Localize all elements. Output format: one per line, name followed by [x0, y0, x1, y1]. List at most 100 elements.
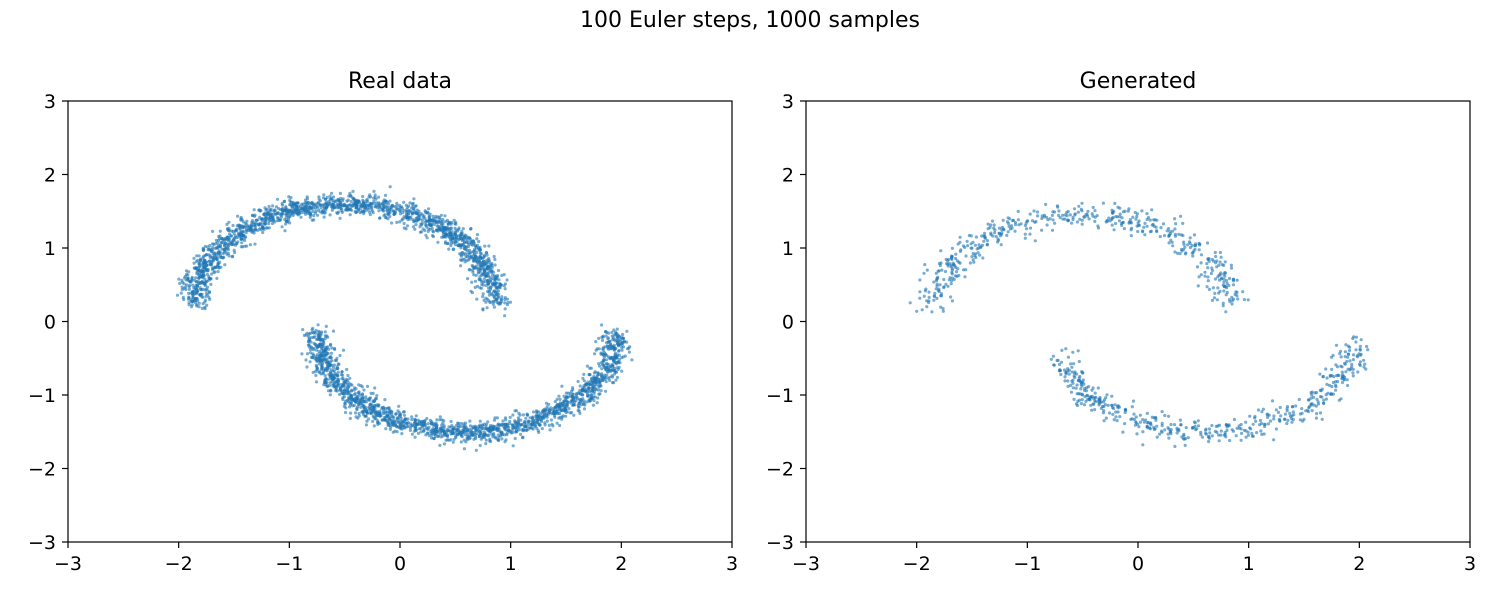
- scatter-point: [233, 250, 237, 255]
- scatter-point: [225, 252, 229, 256]
- scatter-point: [942, 285, 946, 290]
- scatter-point: [1179, 214, 1183, 218]
- scatter-point: [490, 292, 494, 296]
- scatter-point: [1217, 433, 1221, 437]
- scatter-point: [1122, 227, 1126, 231]
- scatter-point: [514, 421, 518, 425]
- scatter-point: [925, 305, 929, 309]
- scatter-point: [1169, 422, 1173, 427]
- scatter-point: [379, 414, 383, 418]
- scatter-point: [1083, 386, 1087, 391]
- scatter-point: [1167, 414, 1171, 418]
- scatter-point: [474, 448, 478, 452]
- scatter-point: [414, 428, 418, 432]
- scatter-point: [427, 215, 431, 219]
- scatter-point: [486, 258, 490, 262]
- scatter-point: [449, 419, 453, 424]
- scatter-point: [1154, 416, 1158, 420]
- scatter-point: [1069, 362, 1073, 366]
- scatter-point: [426, 229, 430, 233]
- scatter-point: [243, 221, 247, 225]
- scatter-point: [215, 276, 219, 280]
- scatter-point: [320, 338, 324, 342]
- scatter-point: [1115, 215, 1120, 219]
- scatter-point: [1318, 372, 1322, 376]
- scatter-point: [564, 414, 568, 418]
- scatter-point: [998, 234, 1003, 238]
- scatter-point: [573, 403, 577, 407]
- scatter-point: [1093, 398, 1097, 403]
- scatter-point: [588, 398, 592, 402]
- scatter-point: [1203, 274, 1207, 278]
- scatter-point: [329, 374, 333, 378]
- scatter-point: [284, 222, 288, 226]
- scatter-point: [620, 348, 624, 352]
- scatter-point: [432, 428, 436, 433]
- scatter-point: [240, 241, 244, 245]
- scatter-point: [1051, 210, 1055, 214]
- scatter-point: [359, 400, 363, 404]
- scatter-point: [1143, 233, 1147, 237]
- scatter-point: [1171, 229, 1175, 233]
- scatter-point: [1071, 386, 1075, 390]
- scatter-point: [188, 283, 192, 288]
- scatter-point: [1141, 418, 1145, 422]
- scatter-point: [503, 282, 507, 286]
- scatter-point: [1221, 301, 1225, 305]
- scatter-point: [211, 256, 215, 260]
- scatter-point: [414, 414, 418, 418]
- scatter-point: [1332, 375, 1336, 379]
- scatter-point: [497, 423, 502, 427]
- scatter-point: [1066, 355, 1070, 359]
- scatter-point: [568, 411, 572, 415]
- scatter-point: [1366, 348, 1370, 352]
- scatter-point: [612, 343, 617, 347]
- scatter-point: [600, 323, 604, 327]
- scatter-point: [213, 270, 217, 274]
- scatter-point: [591, 380, 596, 384]
- scatter-point: [476, 262, 480, 266]
- scatter-point: [1040, 228, 1044, 232]
- scatter-point: [1315, 397, 1319, 401]
- scatter-point: [360, 392, 364, 396]
- scatter-point: [1278, 405, 1282, 410]
- scatter-point: [449, 438, 453, 442]
- scatter-point: [999, 243, 1003, 247]
- scatter-point: [939, 305, 943, 309]
- scatter-point: [344, 406, 348, 410]
- scatter-point: [1129, 228, 1133, 232]
- scatter-point: [1072, 397, 1076, 401]
- scatter-point: [484, 442, 488, 446]
- scatter-point: [970, 246, 974, 250]
- scatter-point: [1314, 416, 1318, 420]
- scatter-point: [1160, 410, 1164, 414]
- scatter-point: [318, 203, 322, 207]
- scatter-point: [197, 262, 201, 266]
- scatter-point: [339, 372, 344, 377]
- scatter-point: [208, 255, 212, 260]
- scatter-point: [483, 244, 487, 248]
- scatter-point: [348, 416, 352, 421]
- scatter-point: [1169, 432, 1173, 436]
- scatter-point: [462, 447, 466, 451]
- scatter-point: [518, 413, 522, 417]
- scatter-point: [1239, 438, 1243, 442]
- scatter-point: [1351, 367, 1355, 371]
- scatter-point: [1138, 420, 1142, 424]
- scatter-point: [474, 273, 478, 277]
- scatter-point: [1073, 213, 1077, 217]
- scatter-point: [275, 211, 279, 215]
- scatter-point: [1199, 253, 1204, 257]
- scatter-point: [320, 211, 324, 215]
- scatter-point: [192, 266, 196, 270]
- scatter-point: [266, 210, 270, 214]
- scatter-point: [1072, 207, 1077, 211]
- scatter-point: [1123, 422, 1127, 426]
- scatter-point: [922, 294, 926, 298]
- scatter-point: [1175, 428, 1179, 432]
- scatter-point: [950, 279, 954, 283]
- scatter-point: [251, 221, 255, 225]
- scatter-point: [434, 421, 438, 425]
- scatter-point: [1107, 216, 1111, 220]
- scatter-point: [588, 366, 592, 370]
